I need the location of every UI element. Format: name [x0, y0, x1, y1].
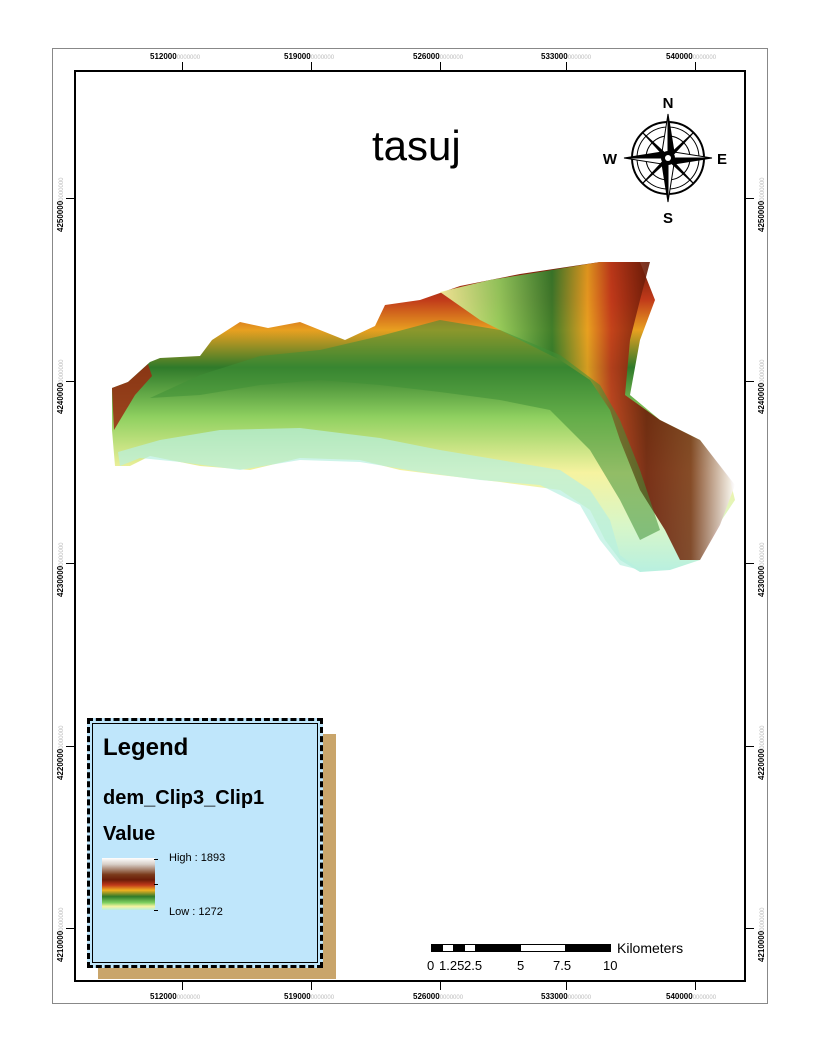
tick-mark	[566, 982, 567, 990]
legend[interactable]: Legend dem_Clip3_Clip1 Value High : 1893…	[87, 718, 323, 968]
tick-mark	[746, 746, 754, 747]
tick-mark	[440, 982, 441, 990]
tick-mark	[66, 381, 74, 382]
x-tick-bottom: 5260000000000	[413, 992, 464, 1001]
legend-high-label: High : 1893	[169, 852, 226, 864]
dem-lowland	[118, 428, 640, 570]
legend-tick-mid	[154, 884, 158, 885]
tick-mark	[746, 198, 754, 199]
x-tick-top: 5400000000000	[666, 52, 717, 61]
tick-mark	[440, 62, 441, 70]
tick-mark	[695, 62, 696, 70]
x-tick-top: 5190000000000	[284, 52, 335, 61]
tick-mark	[66, 563, 74, 564]
x-tick-top: 5330000000000	[541, 52, 592, 61]
tick-mark	[182, 982, 183, 990]
scale-label: 7.5	[553, 958, 572, 973]
scale-label: 1.25	[439, 958, 465, 973]
compass-w: W	[603, 151, 618, 168]
tick-mark	[311, 62, 312, 70]
scale-label: 2.5	[464, 958, 483, 973]
tick-mark	[66, 198, 74, 199]
legend-color-ramp	[102, 858, 155, 910]
tick-mark	[311, 982, 312, 990]
tick-mark	[566, 62, 567, 70]
compass-n: N	[663, 95, 674, 112]
scale-label: 5	[517, 958, 525, 973]
map-frame	[74, 70, 746, 982]
dem-green-band	[150, 320, 660, 540]
tick-mark	[66, 928, 74, 929]
page-border	[52, 48, 768, 1004]
x-tick-bottom: 5190000000000	[284, 992, 335, 1001]
x-tick-bottom: 5120000000000	[150, 992, 201, 1001]
legend-field-name: Value	[103, 823, 156, 845]
scale-label: 0	[427, 958, 435, 973]
tick-mark	[746, 563, 754, 564]
scale-segment	[565, 944, 611, 952]
scale-label: 10	[603, 958, 618, 973]
legend-title: Legend	[103, 734, 189, 761]
legend-low-label: Low : 1272	[169, 906, 223, 918]
legend-tick-low	[154, 910, 158, 911]
compass-e: E	[717, 151, 727, 168]
x-tick-top: 5260000000000	[413, 52, 464, 61]
legend-layer-name: dem_Clip3_Clip1	[103, 787, 265, 809]
scale-segment	[475, 944, 521, 952]
map-title: tasuj	[372, 122, 461, 169]
tick-mark	[695, 982, 696, 990]
compass-s: S	[663, 210, 673, 227]
scale-segment	[520, 944, 566, 952]
tick-mark	[66, 746, 74, 747]
x-tick-bottom: 5330000000000	[541, 992, 592, 1001]
x-tick-top: 5120000000000	[150, 52, 201, 61]
legend-tick-high	[154, 859, 158, 860]
tick-mark	[182, 62, 183, 70]
compass-icon: N S E W	[603, 95, 727, 227]
tick-mark	[746, 381, 754, 382]
dem-west-ridge	[112, 364, 152, 430]
tick-mark	[746, 928, 754, 929]
scale-units: Kilometers	[617, 940, 684, 956]
x-tick-bottom: 5400000000000	[666, 992, 717, 1001]
